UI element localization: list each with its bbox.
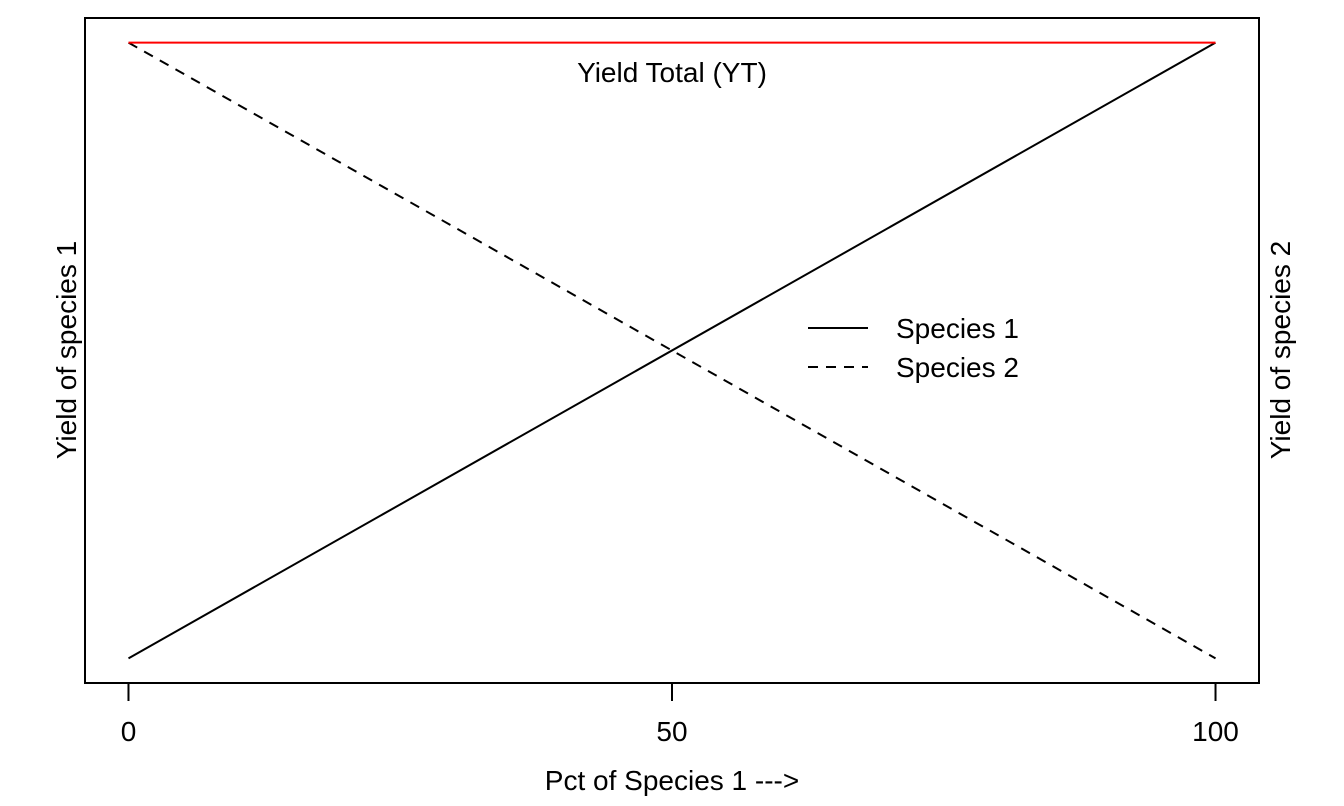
legend-label-species-2: Species 2 [896,352,1019,383]
x-tick-label-100: 100 [1192,716,1239,747]
x-axis-ticks: 0 50 100 [121,682,1239,747]
x-axis-title: Pct of Species 1 ---> [545,765,799,796]
series-line-species-1 [127,41,1217,660]
series-layer [127,41,1217,660]
x-tick-label-0: 0 [121,716,137,747]
legend-label-species-1: Species 1 [896,313,1019,344]
legend: Species 1 Species 2 [808,313,1019,383]
y-axis-title-left: Yield of species 1 [51,241,82,459]
x-tick-label-50: 50 [656,716,687,747]
yt-annotation: Yield Total (YT) [577,57,767,88]
y-axis-title-right: Yield of species 2 [1265,241,1296,459]
